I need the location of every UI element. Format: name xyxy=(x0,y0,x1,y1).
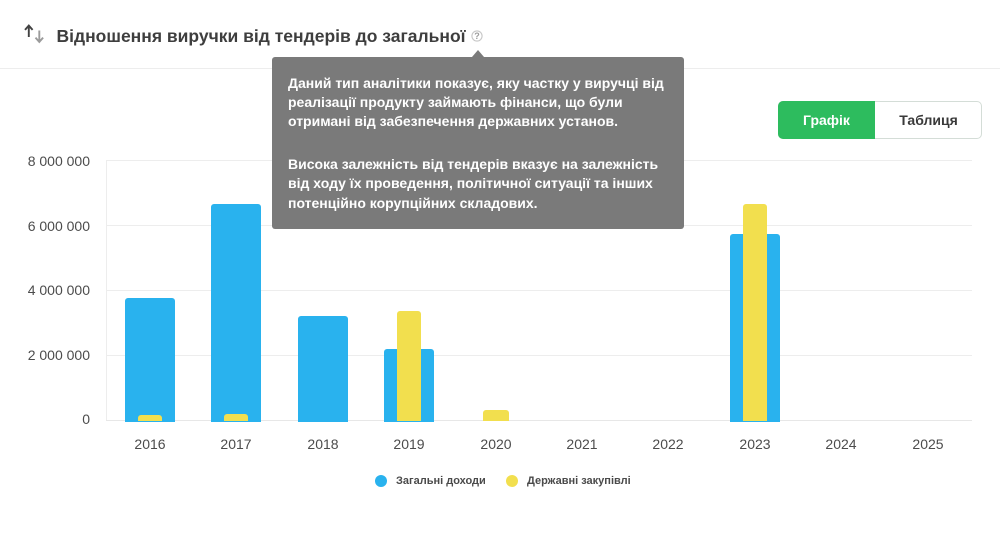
svg-text:?: ? xyxy=(474,31,480,41)
